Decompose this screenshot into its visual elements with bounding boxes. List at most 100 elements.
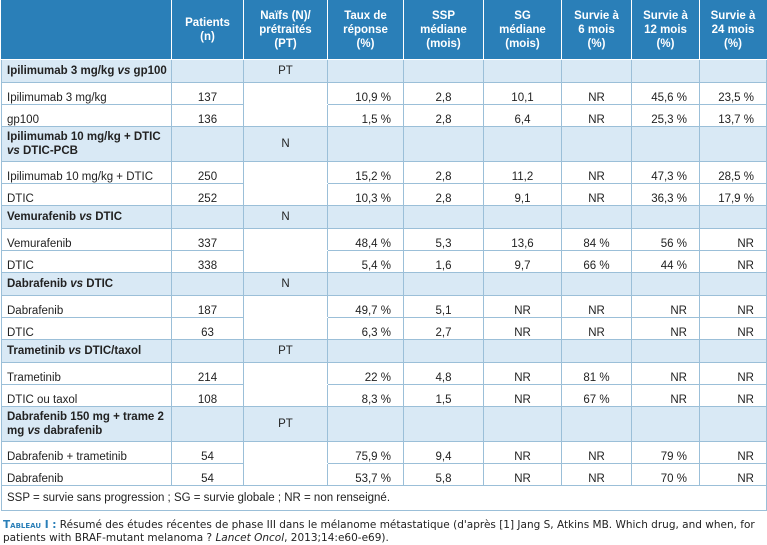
footnote: SSP = survie sans progression ; SG = sur…: [1, 485, 767, 511]
value-cell: 4,8: [403, 362, 484, 385]
value-cell: 67 %: [561, 384, 632, 407]
value-cell: 136: [171, 104, 244, 127]
value-cell: 70 %: [631, 463, 700, 486]
value-cell: NR: [483, 362, 562, 385]
status-cell: [243, 228, 328, 251]
group-cell: [483, 59, 562, 83]
value-cell: 10,9 %: [327, 82, 404, 105]
footnote-row: SSP = survie sans progression ; SG = sur…: [1, 485, 767, 511]
group-cell: [403, 406, 484, 442]
group-cell: [561, 339, 632, 363]
group-cell: [483, 406, 562, 442]
group-title: Ipilimumab 10 mg/kg + DTIC vs DTIC-PCB: [1, 126, 172, 162]
group-title: Vemurafenib vs DTIC: [1, 205, 172, 229]
group-row: Trametinib vs DTIC/taxol PT: [1, 339, 767, 363]
header-row: Patients (n) Naïfs (N)/ prétraités (PT) Ta…: [1, 0, 767, 60]
value-cell: 137: [171, 82, 244, 105]
group-cell: [631, 59, 700, 83]
table-row: Dabrafenib + trametinib 54 75,9 % 9,4 NR NR 79…: [1, 441, 767, 464]
row-label: DTIC: [1, 317, 172, 340]
group-cell: [631, 126, 700, 162]
row-label: Ipilimumab 3 mg/kg: [1, 82, 172, 105]
group-cell: [561, 205, 632, 229]
group-title: Trametinib vs DTIC/taxol: [1, 339, 172, 363]
column-header: [1, 0, 172, 60]
value-cell: NR: [483, 463, 562, 486]
value-cell: 28,5 %: [699, 161, 767, 184]
vs-text: vs: [7, 145, 23, 157]
value-cell: 49,7 %: [327, 295, 404, 318]
value-cell: 9,7: [483, 250, 562, 273]
group-cell: [561, 126, 632, 162]
group-cell: [171, 406, 244, 442]
table-row: DTIC 252 10,3 % 2,8 9,1 NR 36,3 % 17,9 %: [1, 183, 767, 206]
group-cell: [631, 272, 700, 296]
table-row: Trametinib 214 22 % 4,8 NR 81 % NR NR: [1, 362, 767, 385]
value-cell: 187: [171, 295, 244, 318]
group-cell: [561, 406, 632, 442]
group-cell: [631, 205, 700, 229]
caption-text-2: , 2013;14:e60-e69).: [284, 532, 389, 544]
value-cell: NR: [631, 384, 700, 407]
table-row: Vemurafenib 337 48,4 % 5,3 13,6 84 % 56 % NR: [1, 228, 767, 251]
value-cell: 13,6: [483, 228, 562, 251]
group-cell: [171, 272, 244, 296]
group-cell: [403, 339, 484, 363]
group-cell: [327, 59, 404, 83]
status-cell: [243, 250, 328, 273]
value-cell: 17,9 %: [699, 183, 767, 206]
row-label: Dabrafenib + trametinib: [1, 441, 172, 464]
status-cell: [243, 82, 328, 105]
group-cell: [327, 339, 404, 363]
value-cell: NR: [699, 384, 767, 407]
group-cell: [561, 272, 632, 296]
table-row: DTIC 63 6,3 % 2,7 NR NR NR NR: [1, 317, 767, 340]
group-row: Dabrafenib 150 mg + trame 2 mg vs dabraf…: [1, 406, 767, 442]
value-cell: 5,8: [403, 463, 484, 486]
value-cell: NR: [699, 295, 767, 318]
value-cell: 2,8: [403, 161, 484, 184]
value-cell: 337: [171, 228, 244, 251]
group-status: PT: [243, 339, 328, 363]
caption-label: Tableau I :: [3, 519, 57, 531]
group-cell: [171, 205, 244, 229]
value-cell: NR: [699, 250, 767, 273]
value-cell: 250: [171, 161, 244, 184]
group-cell: [327, 126, 404, 162]
value-cell: 10,1: [483, 82, 562, 105]
value-cell: 47,3 %: [631, 161, 700, 184]
group-cell: [631, 339, 700, 363]
group-cell: [699, 205, 767, 229]
value-cell: 2,8: [403, 104, 484, 127]
group-title: Dabrafenib 150 mg + trame 2 mg vs dabraf…: [1, 406, 172, 442]
status-cell: [243, 317, 328, 340]
group-cell: [699, 272, 767, 296]
value-cell: NR: [631, 295, 700, 318]
value-cell: 54: [171, 463, 244, 486]
status-cell: [243, 295, 328, 318]
group-cell: [327, 406, 404, 442]
table-row: Ipilimumab 3 mg/kg 137 10,9 % 2,8 10,1 NR 45,6…: [1, 82, 767, 105]
status-cell: [243, 104, 328, 127]
status-cell: [243, 362, 328, 385]
group-cell: [631, 406, 700, 442]
value-cell: 81 %: [561, 362, 632, 385]
column-header: Survie à 6 mois (%): [561, 0, 632, 60]
value-cell: 66 %: [561, 250, 632, 273]
value-cell: NR: [483, 384, 562, 407]
value-cell: NR: [561, 82, 632, 105]
value-cell: 214: [171, 362, 244, 385]
row-label: Trametinib: [1, 362, 172, 385]
caption-text-1: Résumé des études récentes de phase III …: [3, 519, 755, 544]
value-cell: 53,7 %: [327, 463, 404, 486]
value-cell: 15,2 %: [327, 161, 404, 184]
column-header: SG médiane (mois): [483, 0, 562, 60]
value-cell: NR: [699, 441, 767, 464]
group-cell: [403, 59, 484, 83]
group-status: N: [243, 272, 328, 296]
group-cell: [699, 126, 767, 162]
value-cell: 79 %: [631, 441, 700, 464]
group-status: N: [243, 205, 328, 229]
column-header: Survie à 12 mois (%): [631, 0, 700, 60]
group-status: PT: [243, 406, 328, 442]
